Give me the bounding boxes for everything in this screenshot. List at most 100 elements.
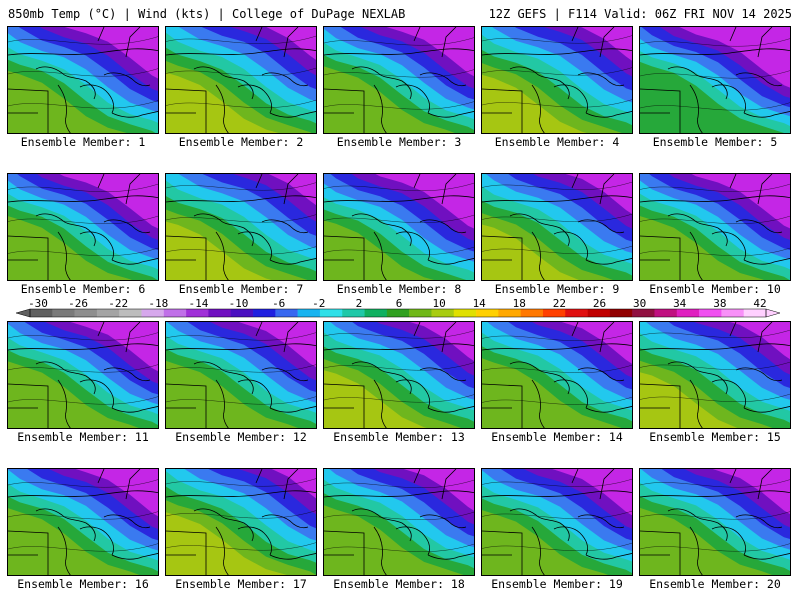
temperature-map <box>482 27 632 133</box>
colorbar-swatch <box>96 309 120 317</box>
colorbar-swatch <box>342 309 365 317</box>
colorbar-swatch <box>721 309 744 317</box>
ensemble-panel <box>323 173 475 281</box>
colorbar-swatch <box>386 309 410 317</box>
ensemble-panel <box>481 468 633 576</box>
ensemble-panel <box>165 321 317 429</box>
panel-caption: Ensemble Member: 5 <box>652 135 778 149</box>
temperature-map <box>640 469 790 575</box>
panel-caption: Ensemble Member: 18 <box>333 577 465 591</box>
panel-caption: Ensemble Member: 10 <box>649 282 781 296</box>
panel-caption: Ensemble Member: 4 <box>494 135 620 149</box>
colorbar-swatch <box>253 309 276 317</box>
panel-caption: Ensemble Member: 9 <box>494 282 620 296</box>
panel-caption: Ensemble Member: 17 <box>175 577 307 591</box>
colorbar-swatch <box>230 309 254 317</box>
temperature-map <box>8 322 158 428</box>
colorbar-tick-label: -14 <box>188 297 208 310</box>
ensemble-panel <box>639 173 791 281</box>
ensemble-panel <box>639 468 791 576</box>
ensemble-panel <box>639 321 791 429</box>
colorbar-swatch <box>409 309 432 317</box>
temperature-map <box>324 27 474 133</box>
colorbar-tick-label: -10 <box>229 297 249 310</box>
colorbar-swatch <box>699 309 722 317</box>
colorbar-swatch <box>654 309 678 317</box>
colorbar-tick-label: -30 <box>28 297 48 310</box>
colorbar-swatch <box>163 309 187 317</box>
panel-caption: Ensemble Member: 14 <box>491 430 623 444</box>
colorbar-swatch <box>632 309 655 317</box>
temperature-map <box>166 322 316 428</box>
colorbar-swatch <box>453 309 477 317</box>
header-run-info: 12Z GEFS | F114 Valid: 06Z FRI NOV 14 20… <box>488 7 792 21</box>
temperature-map <box>640 322 790 428</box>
colorbar-swatch <box>297 309 321 317</box>
colorbar-tick-label: 34 <box>673 297 687 310</box>
ensemble-panel <box>165 173 317 281</box>
panel-caption: Ensemble Member: 1 <box>20 135 146 149</box>
colorbar-tick-label: 6 <box>396 297 403 310</box>
colorbar-tick-label: 14 <box>473 297 487 310</box>
colorbar-swatch <box>275 309 298 317</box>
ensemble-panel <box>481 321 633 429</box>
ensemble-panel <box>323 468 475 576</box>
colorbar-swatch <box>565 309 588 317</box>
colorbar-swatch <box>186 309 209 317</box>
colorbar-swatch <box>743 309 767 317</box>
colorbar-swatch <box>609 309 633 317</box>
colorbar-tick-label: -22 <box>108 297 128 310</box>
ensemble-panel <box>639 26 791 134</box>
panel-caption: Ensemble Member: 11 <box>17 430 149 444</box>
colorbar-swatch <box>364 309 388 317</box>
temperature-map <box>166 27 316 133</box>
temperature-map <box>640 27 790 133</box>
colorbar-tick-label: 38 <box>713 297 726 310</box>
panel-caption: Ensemble Member: 8 <box>336 282 462 296</box>
panel-caption: Ensemble Member: 6 <box>20 282 146 296</box>
colorbar-swatch <box>476 309 499 317</box>
colorbar-tick-label: 26 <box>593 297 606 310</box>
panel-caption: Ensemble Member: 12 <box>175 430 307 444</box>
colorbar-tick-label: 22 <box>553 297 566 310</box>
panel-caption: Ensemble Member: 16 <box>17 577 149 591</box>
colorbar-tick-label: -6 <box>272 297 285 310</box>
ensemble-panel <box>323 321 475 429</box>
colorbar-swatch <box>587 309 611 317</box>
panel-caption: Ensemble Member: 3 <box>336 135 462 149</box>
temperature-map <box>324 469 474 575</box>
colorbar-tick-label: 30 <box>633 297 646 310</box>
colorbar-swatch <box>30 309 53 317</box>
temperature-map <box>324 174 474 280</box>
ensemble-panel <box>481 173 633 281</box>
colorbar-tick-label: -26 <box>68 297 88 310</box>
colorbar-swatch <box>141 309 165 317</box>
colorbar-tick-label: -2 <box>312 297 325 310</box>
colorbar-swatch <box>431 309 455 317</box>
temperature-map <box>482 174 632 280</box>
colorbar-swatch <box>542 309 566 317</box>
colorbar-tick-label: 18 <box>513 297 526 310</box>
temperature-map <box>324 322 474 428</box>
colorbar-swatch <box>520 309 544 317</box>
colorbar-swatch <box>74 309 98 317</box>
temperature-colorbar: -30 -26 -22 -18 -14 -10 -6 -2 2 6 10 14 18 22 26 30 34 38… <box>15 297 781 318</box>
header-title: 850mb Temp (°C) | Wind (kts) | College o… <box>8 7 406 21</box>
panel-caption: Ensemble Member: 19 <box>491 577 623 591</box>
colorbar-tick-label: 10 <box>432 297 445 310</box>
ensemble-panel <box>481 26 633 134</box>
temperature-map <box>482 322 632 428</box>
panel-caption: Ensemble Member: 2 <box>178 135 304 149</box>
temperature-map <box>640 174 790 280</box>
ensemble-panel <box>323 26 475 134</box>
ensemble-panel <box>165 468 317 576</box>
temperature-map <box>8 469 158 575</box>
colorbar-swatch <box>119 309 142 317</box>
temperature-map <box>166 469 316 575</box>
colorbar-swatch <box>208 309 232 317</box>
colorbar-tick-label: 2 <box>356 297 363 310</box>
panel-caption: Ensemble Member: 13 <box>333 430 465 444</box>
colorbar-swatch <box>319 309 343 317</box>
panel-caption: Ensemble Member: 20 <box>649 577 781 591</box>
temperature-map <box>8 27 158 133</box>
